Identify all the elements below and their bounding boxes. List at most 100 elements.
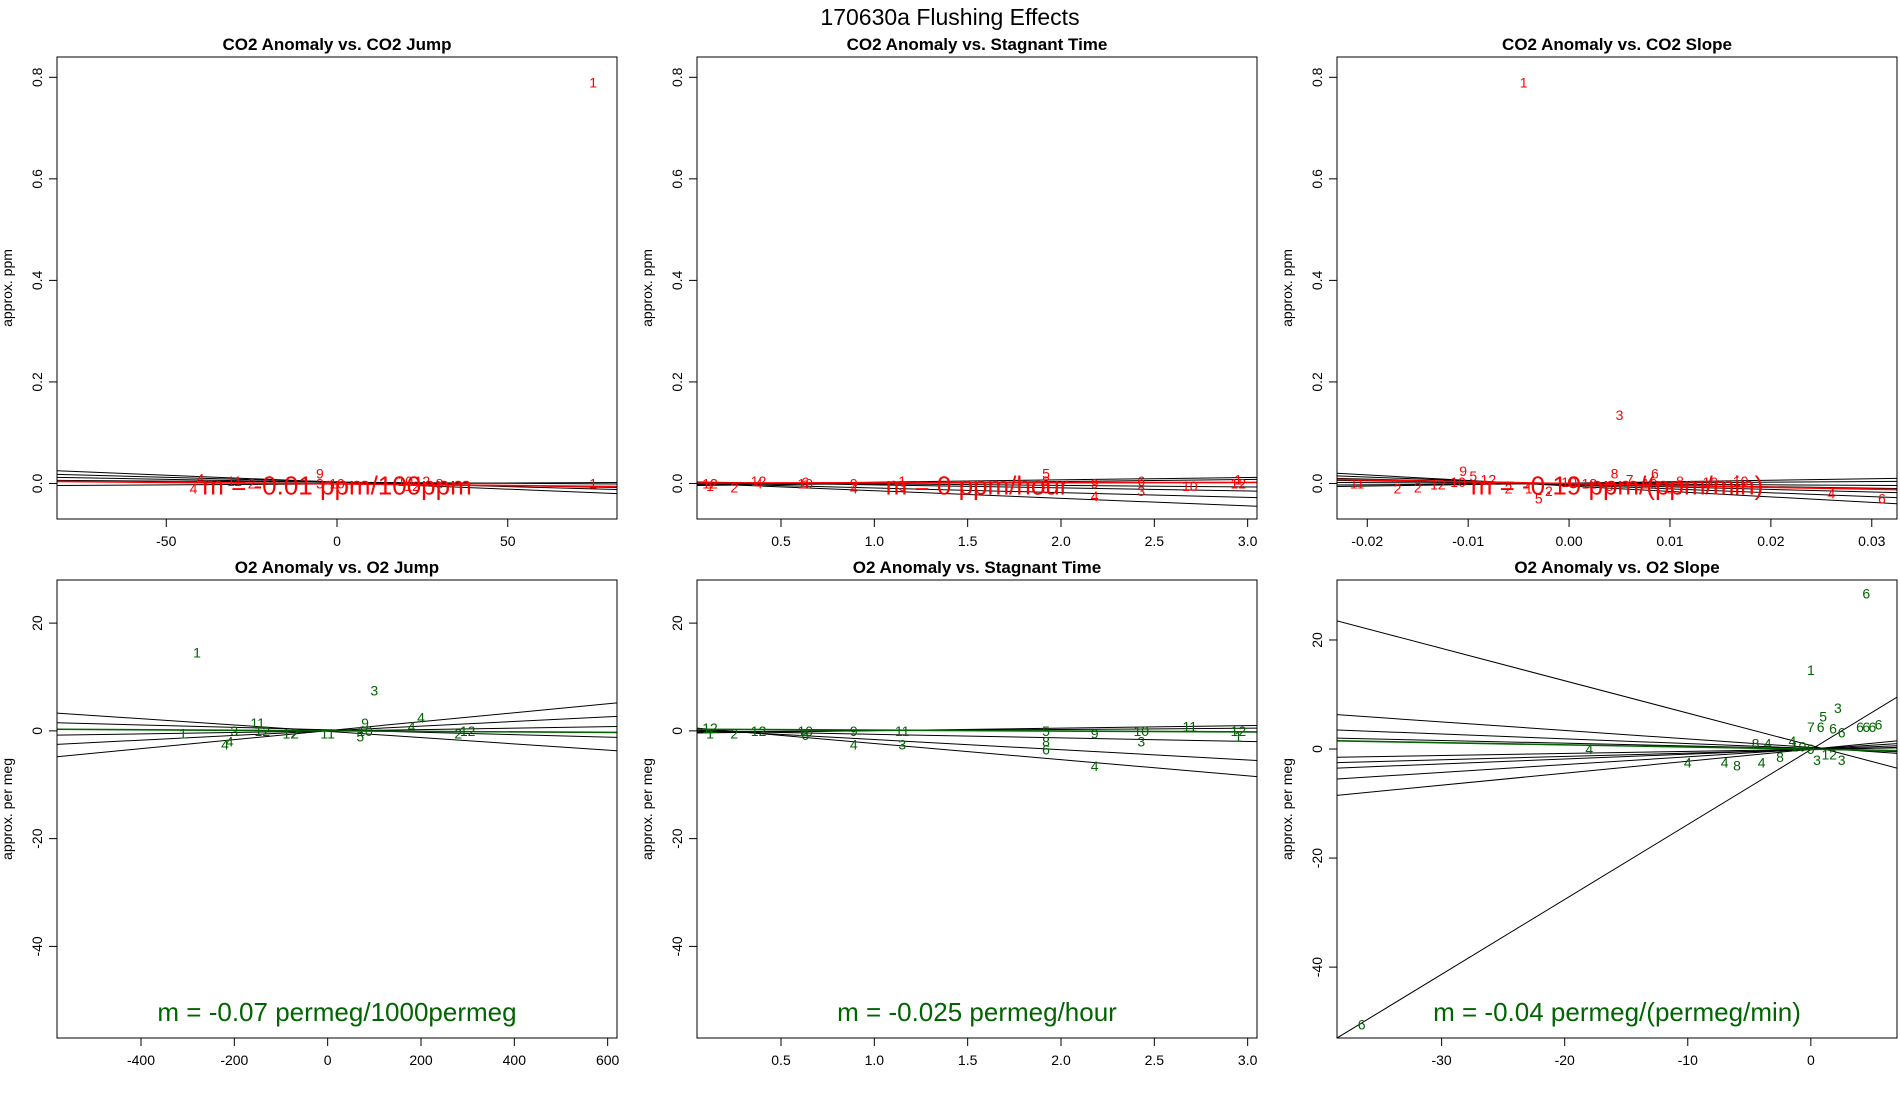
data-point: 9: [1091, 475, 1099, 491]
data-point: 4: [1585, 741, 1593, 757]
data-point: 8: [1733, 757, 1741, 773]
x-tick-label: 0.00: [1555, 533, 1582, 549]
data-point: 2: [730, 726, 738, 742]
data-point: 8: [1752, 736, 1760, 752]
data-point: 4: [755, 475, 763, 491]
y-tick-label: -20: [1309, 848, 1325, 868]
fit-line: [57, 722, 617, 738]
data-point: 7: [1807, 719, 1815, 735]
y-tick-label: 0.4: [1309, 270, 1325, 290]
data-point: 10: [1561, 474, 1577, 490]
x-tick-label: 0.02: [1757, 533, 1784, 549]
slope-annotation: m = 0 ppm/hour: [886, 470, 1069, 500]
x-tick-label: 1.5: [958, 1052, 978, 1068]
y-axis-label: approx. per meg: [0, 758, 15, 860]
data-point: 6: [1042, 481, 1050, 497]
fit-line: [57, 480, 617, 488]
data-point: 4: [408, 719, 416, 735]
x-tick-label: -30: [1431, 1052, 1451, 1068]
data-point: 5: [1042, 723, 1050, 739]
chart-title: CO2 Anomaly vs. CO2 Jump: [223, 35, 452, 54]
fit-line: [1337, 714, 1897, 754]
y-tick-label: -20: [669, 828, 685, 848]
x-tick-label: 0: [1807, 1052, 1815, 1068]
data-point: 4: [197, 470, 205, 486]
fit-line: [1337, 620, 1897, 769]
data-point: 2: [1505, 481, 1513, 497]
data-point: 3: [1666, 481, 1674, 497]
data-point: 6: [1042, 742, 1050, 758]
x-tick-label: 0.01: [1656, 533, 1683, 549]
data-point: 4: [221, 736, 229, 752]
plot-frame: [56, 579, 618, 1039]
data-point: 10: [797, 475, 813, 491]
fit-line: [1337, 480, 1897, 486]
data-point: 12: [1430, 476, 1446, 492]
data-point: 8: [1042, 734, 1050, 750]
y-axis-label: approx. per meg: [639, 758, 655, 860]
x-tick-label: 200: [409, 1052, 433, 1068]
y-tick-label: 0.0: [29, 474, 45, 494]
fit-line: [697, 482, 1257, 507]
data-point: 12: [751, 723, 767, 739]
data-point: 3: [1813, 752, 1821, 768]
data-point: 12: [1481, 471, 1497, 487]
data-point: 1: [706, 478, 714, 494]
y-tick-label: 20: [669, 615, 685, 631]
data-point: 5: [356, 728, 364, 744]
data-point: 11: [895, 723, 910, 739]
data-point: 1: [193, 645, 201, 661]
data-point: 2: [248, 475, 256, 491]
x-tick-label: 0: [324, 1052, 332, 1068]
data-point: 6: [1856, 719, 1864, 735]
data-point: 6: [1651, 465, 1659, 481]
x-tick-label: 1.5: [958, 533, 978, 549]
y-tick-label: -40: [1309, 957, 1325, 977]
data-point: 4: [1684, 755, 1692, 771]
data-point: 12: [283, 726, 299, 742]
fit-lines: [1337, 472, 1897, 505]
data-point: 9: [1807, 741, 1815, 757]
data-point: 11: [1183, 719, 1198, 735]
data-point: 1: [1525, 481, 1533, 497]
x-tick-label: -0.01: [1452, 533, 1484, 549]
x-tick-label: 400: [503, 1052, 527, 1068]
x-tick-label: -0.02: [1351, 533, 1383, 549]
fit-line: [1337, 696, 1897, 1038]
fit-line: [57, 728, 617, 734]
data-point: 11: [250, 715, 265, 731]
data-point: 6: [1862, 586, 1870, 602]
data-point: 12: [415, 473, 431, 489]
data-point: 2: [291, 726, 299, 742]
data-point: 6: [1868, 719, 1876, 735]
y-tick-label: 0.6: [669, 169, 685, 189]
chart-title: CO2 Anomaly vs. CO2 Slope: [1502, 35, 1732, 54]
fit-line: [1337, 472, 1897, 505]
y-tick-label: 0.0: [1309, 474, 1325, 494]
data-point: 5: [1819, 708, 1827, 724]
x-tick-label: 0: [333, 533, 341, 549]
data-point: 12: [255, 723, 271, 739]
x-tick-label: -50: [156, 533, 176, 549]
chart-title: O2 Anomaly vs. O2 Slope: [1514, 558, 1719, 577]
data-point: 8: [1611, 465, 1619, 481]
data-point: 12: [751, 473, 767, 489]
x-tick-label: 0.5: [771, 533, 791, 549]
data-point: 12: [460, 723, 476, 739]
chart-title: O2 Anomaly vs. O2 Jump: [235, 558, 439, 577]
data-point: 5: [1042, 465, 1050, 481]
data-point: 11: [227, 473, 242, 489]
data-point: 12: [702, 475, 718, 491]
y-axis-label: approx. per meg: [1279, 758, 1295, 860]
y-tick-label: 0.2: [1309, 372, 1325, 392]
data-point: 10: [357, 723, 373, 739]
fit-line: [57, 712, 617, 752]
